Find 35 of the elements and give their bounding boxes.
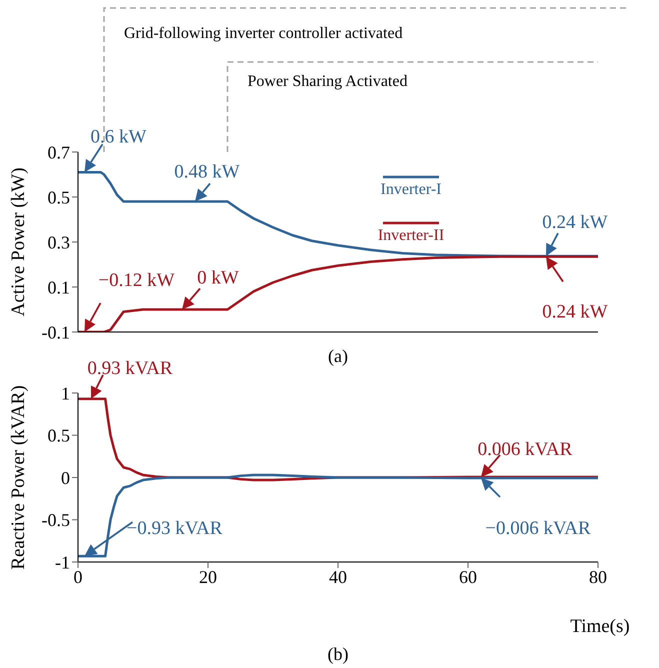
- annotation: 0.93 kVAR: [87, 358, 173, 379]
- y-tick-label: -0.5: [42, 510, 70, 530]
- line-series: [78, 474, 598, 558]
- text: (b): [328, 644, 348, 664]
- y-tick-label: -1: [55, 552, 70, 572]
- y-tick-label: -0.1: [42, 322, 70, 342]
- annotation: −0.006 kVAR: [485, 518, 592, 540]
- text: (a): [328, 346, 348, 366]
- annotation: 0.24 kW: [542, 212, 608, 234]
- y-tick-label: 0.5: [48, 187, 70, 208]
- y-axis-title: Active Power (kW): [8, 168, 29, 316]
- x-tick-label: 20: [199, 566, 217, 587]
- y-tick-label: 0.3: [48, 232, 70, 252]
- annotation: 0.006 kVAR: [478, 438, 573, 460]
- ref-line-label: Grid-following inverter controller activated: [124, 25, 403, 42]
- annotation: −0.93 kVAR: [126, 518, 223, 540]
- ref-line-label: Power Sharing Activated: [248, 73, 408, 90]
- annotation: −0.12 kW: [98, 270, 175, 291]
- legend-label: Inverter-I: [380, 181, 442, 198]
- x-tick-label: 80: [589, 566, 607, 587]
- y-tick-label: 0.7: [48, 142, 70, 162]
- x-tick-label: 0: [74, 566, 82, 587]
- legend-label: Inverter-II: [378, 227, 444, 244]
- y-tick-label: 0.5: [48, 426, 70, 446]
- y-tick-label: 0: [61, 468, 70, 488]
- y-tick-label: 0.1: [48, 277, 70, 298]
- x-tick-label: 40: [329, 566, 347, 587]
- annotation: 0 kW: [197, 268, 239, 288]
- y-axis-title: Reactive Power (kVAR): [8, 385, 29, 570]
- annotation: 0.6 kW: [90, 126, 147, 148]
- annotation: 0.24 kW: [542, 302, 608, 323]
- x-axis-title: Time(s): [570, 616, 630, 637]
- y-tick-label: 1: [61, 383, 70, 404]
- x-tick-label: 60: [459, 566, 477, 587]
- annotation: 0.48 kW: [174, 162, 240, 182]
